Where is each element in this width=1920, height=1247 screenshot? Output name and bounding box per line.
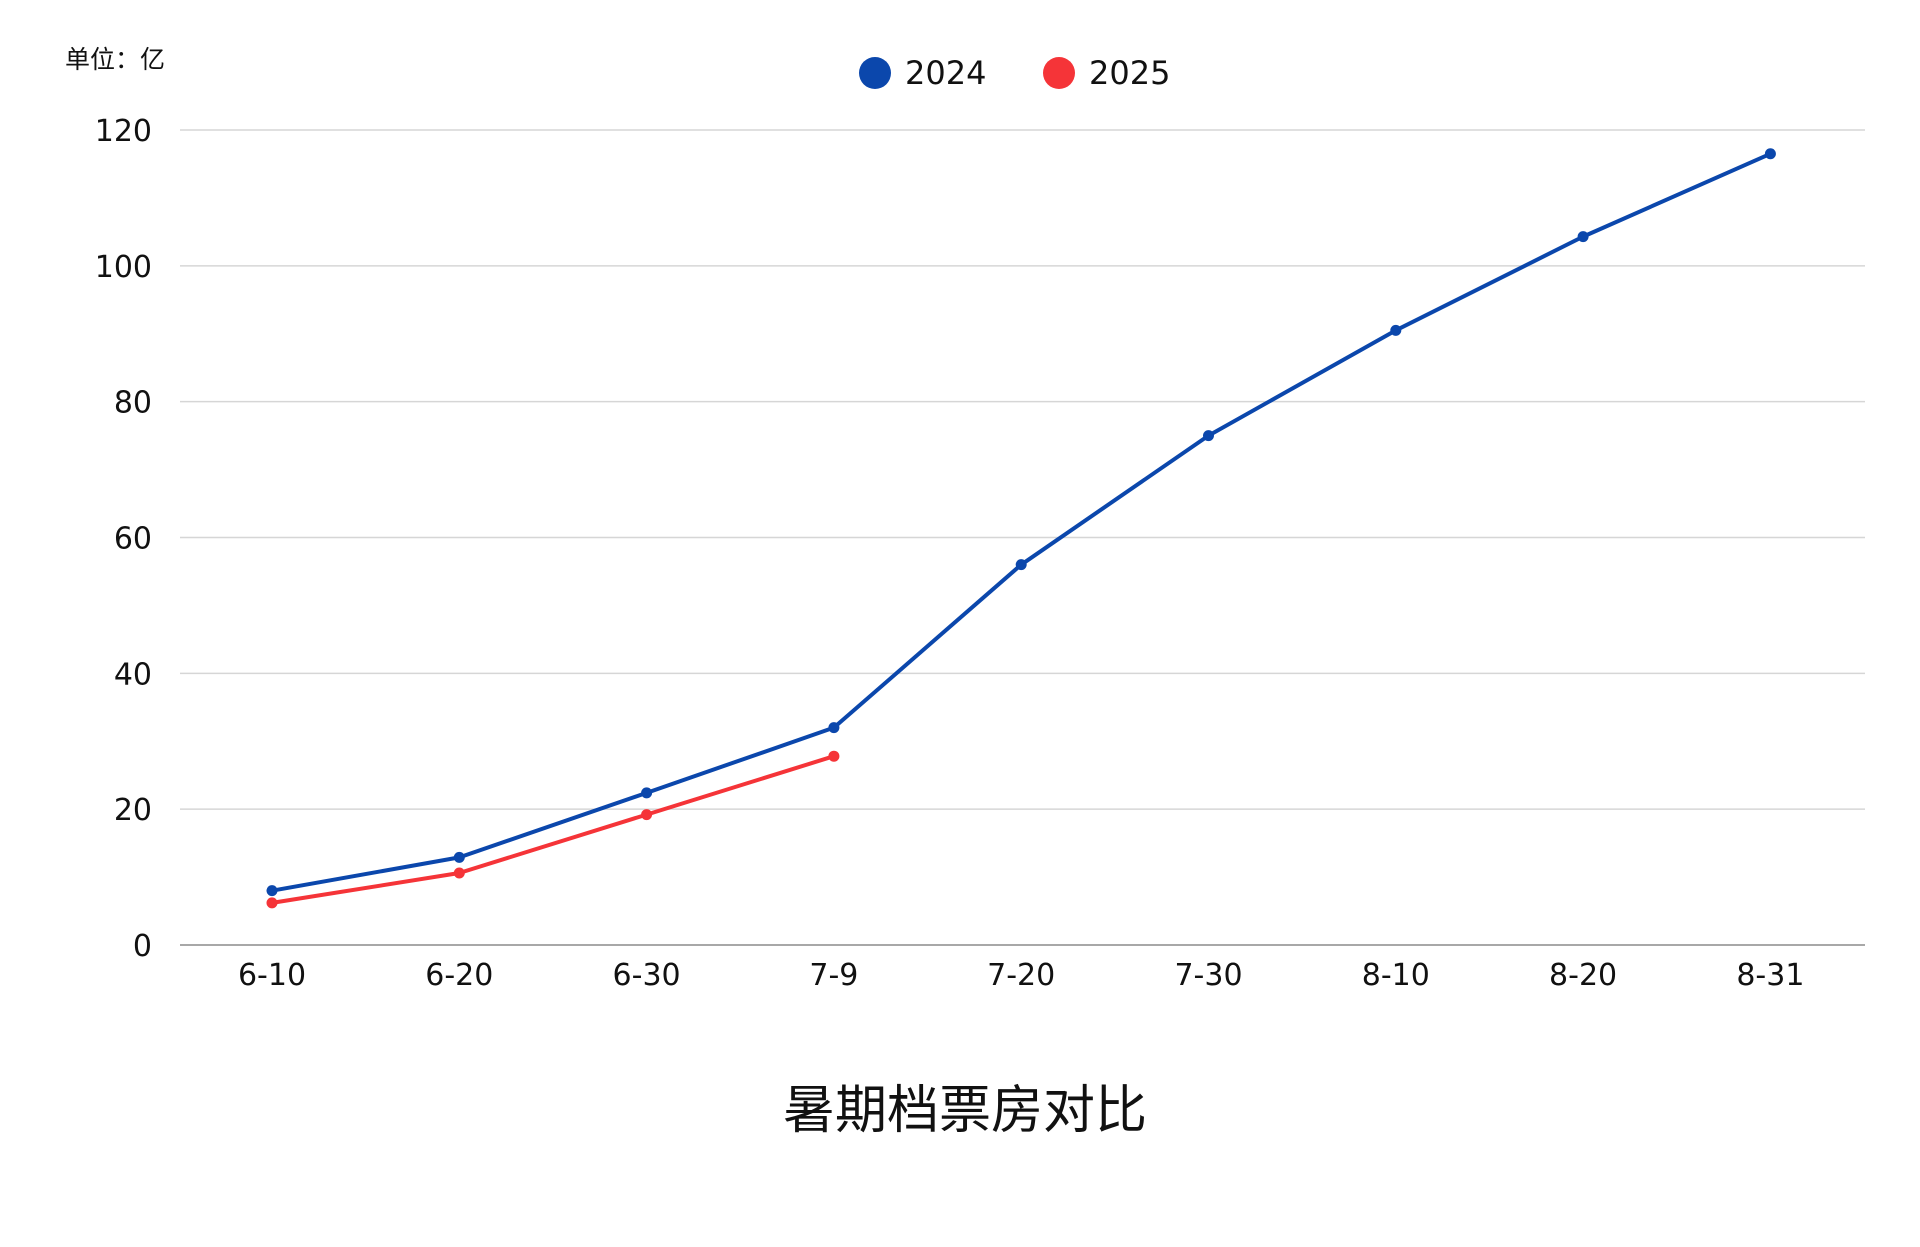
y-tick-label: 20 (114, 793, 152, 828)
data-point-2025 (453, 867, 465, 879)
series-2025 (266, 750, 840, 909)
series-2024 (266, 148, 1776, 897)
data-point-2024 (453, 851, 465, 863)
y-tick-label: 120 (95, 114, 152, 149)
series-line-2024 (270, 151, 1773, 893)
y-tick-label: 60 (114, 522, 152, 557)
data-point-2024 (1203, 430, 1214, 442)
x-tick-label: 7-30 (1174, 958, 1242, 993)
x-tick-label: 6-30 (613, 958, 681, 993)
y-tick-label: 0 (133, 929, 152, 964)
data-point-2024 (266, 885, 278, 897)
unit-label: 单位：亿 (65, 45, 165, 74)
data-point-2025 (641, 809, 653, 821)
y-tick-label: 40 (114, 657, 152, 692)
gridlines (180, 129, 1865, 810)
data-point-2024 (1764, 148, 1776, 160)
data-point-2024 (641, 787, 653, 799)
data-point-2025 (828, 750, 840, 762)
data-point-2024 (1015, 559, 1027, 571)
legend-label-2025: 2025 (1089, 54, 1170, 92)
data-point-2024 (1390, 324, 1402, 336)
series (266, 148, 1776, 909)
x-tick-label: 8-10 (1362, 958, 1430, 993)
legend: 2024 2025 (859, 54, 1170, 92)
y-tick-label: 80 (114, 386, 152, 421)
legend-label-2024: 2024 (905, 54, 986, 92)
y-tick-label: 100 (95, 250, 152, 285)
x-tick-label: 7-9 (809, 958, 858, 993)
x-tick-label: 8-20 (1549, 958, 1617, 993)
legend-marker-2025 (1043, 57, 1075, 89)
x-tick-label: 6-10 (238, 958, 306, 993)
data-point-2024 (828, 722, 840, 734)
chart-title: 暑期档票房对比 (783, 1081, 1147, 1141)
legend-marker-2024 (859, 57, 891, 89)
x-tick-label: 8-31 (1736, 958, 1804, 993)
axes: 0 20 40 60 80 100 120 6-10 6-20 6-30 7-9 7-20 7-30 8-… (95, 114, 1865, 993)
data-point-2024 (1577, 231, 1589, 243)
x-tick-label: 7-20 (987, 958, 1055, 993)
series-line-2025 (270, 754, 836, 905)
x-tick-label: 6-20 (425, 958, 493, 993)
data-point-2025 (266, 897, 278, 909)
